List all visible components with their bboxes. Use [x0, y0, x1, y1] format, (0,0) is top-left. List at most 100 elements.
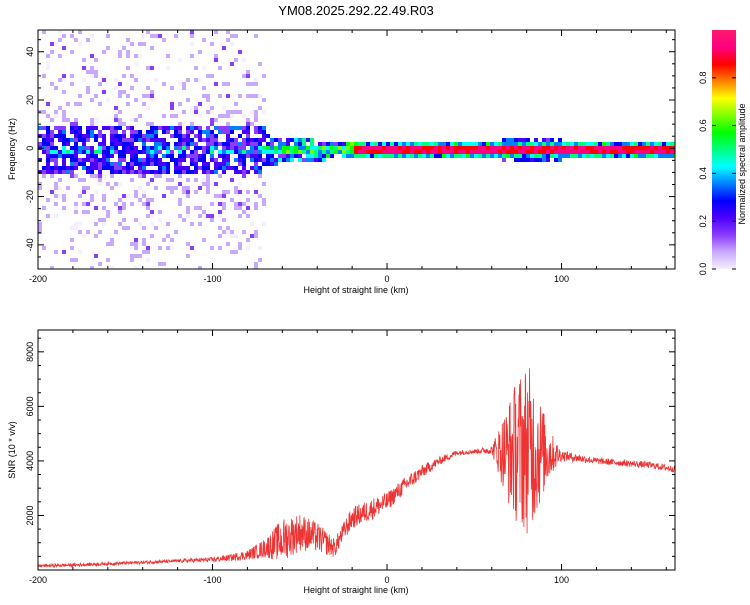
spectrogram-cell	[254, 162, 258, 166]
spectrogram-cell	[658, 150, 662, 154]
spectrogram-cell	[142, 226, 146, 230]
spectrogram-cell	[378, 146, 382, 150]
spectrogram-cell	[238, 182, 242, 186]
spectrogram-cell	[110, 138, 114, 142]
spectrogram-cell	[362, 146, 366, 150]
spectrogram-cell	[382, 142, 386, 146]
spectrogram-cell	[378, 154, 382, 158]
spectrogram-cell	[298, 138, 302, 142]
spectrogram-cell	[310, 158, 314, 162]
spectrogram-cell	[350, 154, 354, 158]
spectrogram-cell	[162, 126, 166, 130]
spectrogram-cell	[70, 130, 74, 134]
spectrogram-cell	[114, 170, 118, 174]
spectrogram-cell	[134, 190, 138, 194]
spectrogram-cell	[474, 150, 478, 154]
spectrogram-cell	[442, 150, 446, 154]
spectrogram-cell	[246, 134, 250, 138]
spectrogram-cell	[50, 138, 54, 142]
spectrogram-cell	[122, 134, 126, 138]
spectrogram-cell	[202, 146, 206, 150]
spectrogram-cell	[414, 154, 418, 158]
spectrogram-cell	[502, 146, 506, 150]
spectrogram-cell	[254, 234, 258, 238]
spectrogram-cell	[106, 98, 110, 102]
spectrogram-cell	[230, 198, 234, 202]
spectrogram-cell	[50, 154, 54, 158]
spectrogram-cell	[558, 154, 562, 158]
spectrogram-cell	[534, 146, 538, 150]
spectrogram-cell	[130, 166, 134, 170]
spectrogram-cell	[546, 138, 550, 142]
spectrogram-cell	[242, 174, 246, 178]
spectrogram-cell	[346, 154, 350, 158]
spectrogram-cell	[470, 154, 474, 158]
spectrogram-cell	[186, 142, 190, 146]
spectrogram-cell	[494, 154, 498, 158]
spectrogram-cell	[458, 154, 462, 158]
spectrogram-cell	[50, 190, 54, 194]
spectrogram-cell	[74, 130, 78, 134]
spectrogram-cell	[250, 166, 254, 170]
spectrogram-cell	[94, 158, 98, 162]
spectrogram-cell	[422, 142, 426, 146]
spectrogram-cell	[58, 134, 62, 138]
spectrogram-cell	[646, 154, 650, 158]
spectrogram-cell	[154, 146, 158, 150]
spectrogram-cell	[50, 142, 54, 146]
spectrogram-cell	[174, 162, 178, 166]
spectrogram-cell	[158, 142, 162, 146]
spectrogram-cell	[386, 142, 390, 146]
spectrogram-cell	[594, 142, 598, 146]
spectrogram-cell	[354, 146, 358, 150]
spectrogram-cell	[430, 150, 434, 154]
spectrogram-cell	[74, 226, 78, 230]
spectrogram-cell	[210, 118, 214, 122]
spectrogram-cell	[174, 158, 178, 162]
spectrogram-cell	[550, 142, 554, 146]
spectrogram-cell	[186, 98, 190, 102]
spectrogram-x-label: Height of straight line (km)	[303, 285, 408, 295]
spectrogram-cell	[102, 126, 106, 130]
spectrogram-cell	[62, 110, 66, 114]
spectrogram-cell	[414, 150, 418, 154]
spectrogram-cell	[318, 150, 322, 154]
spectrogram-cell	[302, 150, 306, 154]
spectrogram-cell	[394, 154, 398, 158]
spectrogram-cell	[310, 146, 314, 150]
spectrogram-cell	[222, 82, 226, 86]
spectrogram-cell	[330, 154, 334, 158]
spectrogram-cell	[166, 178, 170, 182]
spectrogram-cell	[134, 162, 138, 166]
spectrogram-cell	[62, 78, 66, 82]
spectrogram-cell	[98, 182, 102, 186]
spectrogram-cell	[506, 146, 510, 150]
spectrogram-cell	[138, 222, 142, 226]
spectrogram-cell	[422, 146, 426, 150]
spectrogram-cell	[206, 182, 210, 186]
spectrogram-cell	[150, 46, 154, 50]
spectrogram-cell	[70, 246, 74, 250]
spectrogram-cell	[478, 154, 482, 158]
spectrogram-cell	[202, 150, 206, 154]
spectrogram-cell	[390, 146, 394, 150]
spectrogram-cell	[254, 158, 258, 162]
spectrogram-cell	[210, 134, 214, 138]
spectrogram-cell	[78, 126, 82, 130]
spectrogram-cell	[290, 138, 294, 142]
spectrogram-cell	[158, 34, 162, 38]
spectrogram-cell	[490, 142, 494, 146]
spectrogram-cell	[102, 206, 106, 210]
spectrogram-cell	[118, 150, 122, 154]
spectrogram-cell	[218, 214, 222, 218]
spectrogram-cell	[546, 146, 550, 150]
spectrogram-cell	[178, 126, 182, 130]
spectrogram-cell	[186, 134, 190, 138]
spectrogram-cell	[62, 206, 66, 210]
spectrogram-cell	[670, 150, 674, 154]
spectrogram-cell	[206, 214, 210, 218]
spectrogram-cell	[422, 150, 426, 154]
spectrogram-cell	[98, 130, 102, 134]
